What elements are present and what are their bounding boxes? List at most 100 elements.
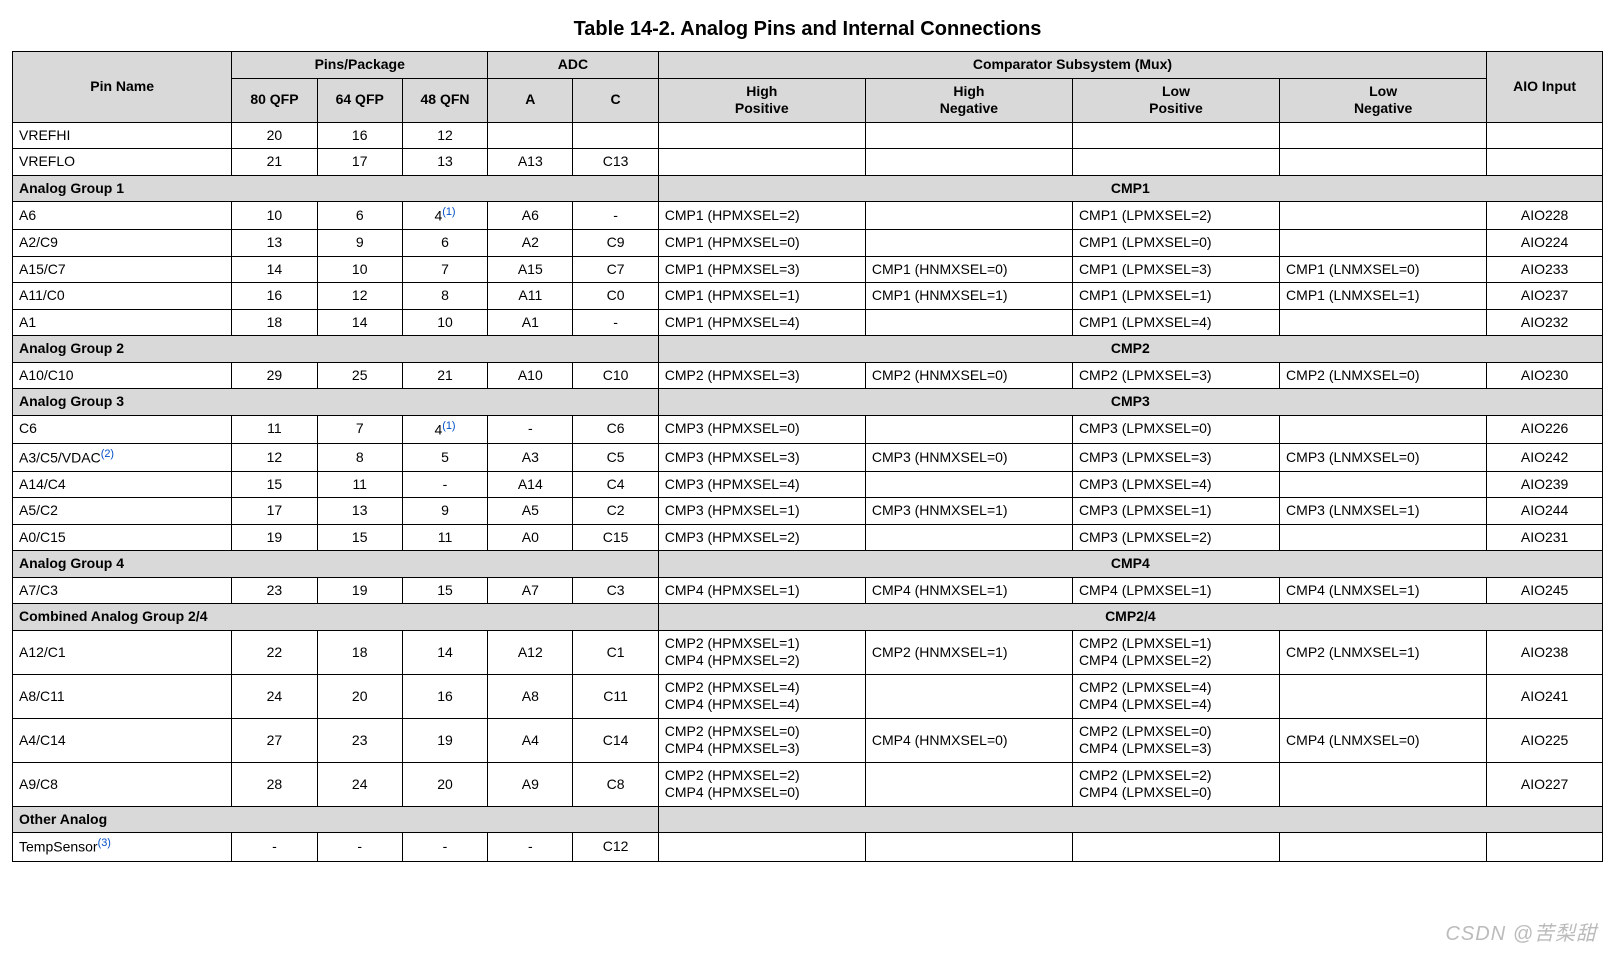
cell-48qfn: 4(1) — [402, 202, 487, 230]
cell-low-neg — [1280, 674, 1487, 718]
table-row: A11/C016128A11C0CMP1 (HPMXSEL=1)CMP1 (HN… — [13, 283, 1603, 310]
cell-80qfp: 16 — [232, 283, 317, 310]
cell-high-pos: CMP2 (HPMXSEL=4)CMP4 (HPMXSEL=4) — [658, 674, 865, 718]
cell-pin: A6 — [13, 202, 232, 230]
cell-48qfn: 5 — [402, 443, 487, 471]
cell-adc-a: A1 — [488, 309, 573, 336]
cell-high-pos: CMP3 (HPMXSEL=3) — [658, 443, 865, 471]
cell-64qfp: 18 — [317, 630, 402, 674]
th-aio: AIO Input — [1487, 52, 1603, 123]
cell-low-pos: CMP2 (LPMXSEL=4)CMP4 (LPMXSEL=4) — [1072, 674, 1279, 718]
cell-pin: A5/C2 — [13, 498, 232, 525]
cell-low-neg: CMP3 (LNMXSEL=1) — [1280, 498, 1487, 525]
table-row: Analog Group 1CMP1 — [13, 175, 1603, 202]
cell-64qfp: 7 — [317, 415, 402, 443]
table-row: A5/C217139A5C2CMP3 (HPMXSEL=1)CMP3 (HNMX… — [13, 498, 1603, 525]
cell-64qfp: 15 — [317, 524, 402, 551]
cell-low-neg: CMP2 (LNMXSEL=0) — [1280, 362, 1487, 389]
cell-80qfp: 12 — [232, 443, 317, 471]
cell-adc-c: C5 — [573, 443, 658, 471]
cell-80qfp: - — [232, 833, 317, 861]
cell-pin: A10/C10 — [13, 362, 232, 389]
cell-adc-a: A6 — [488, 202, 573, 230]
table-row: A9/C8282420A9C8CMP2 (HPMXSEL=2)CMP4 (HPM… — [13, 762, 1603, 806]
cell-low-neg: CMP4 (LNMXSEL=1) — [1280, 577, 1487, 604]
analog-pins-table: Pin Name Pins/Package ADC Comparator Sub… — [12, 51, 1603, 862]
th-adc-a: A — [488, 78, 573, 122]
cell-pin: A1 — [13, 309, 232, 336]
cell-adc-a: A11 — [488, 283, 573, 310]
cell-80qfp: 24 — [232, 674, 317, 718]
cell-adc-c: C2 — [573, 498, 658, 525]
table-row: Analog Group 4CMP4 — [13, 551, 1603, 578]
th-pins-package: Pins/Package — [232, 52, 488, 79]
cell-adc-c: C9 — [573, 230, 658, 257]
cell-adc-a: - — [488, 415, 573, 443]
cell-adc-c: C6 — [573, 415, 658, 443]
cell-adc-a: - — [488, 833, 573, 861]
cell-80qfp: 14 — [232, 256, 317, 283]
cell-high-pos: CMP1 (HPMXSEL=2) — [658, 202, 865, 230]
cell-48qfn: 12 — [402, 122, 487, 149]
cell-aio: AIO239 — [1487, 471, 1603, 498]
cell-80qfp: 13 — [232, 230, 317, 257]
cell-high-neg — [865, 674, 1072, 718]
cell-low-neg: CMP1 (LNMXSEL=1) — [1280, 283, 1487, 310]
group-label: Other Analog — [13, 806, 659, 833]
cell-aio: AIO224 — [1487, 230, 1603, 257]
cell-80qfp: 17 — [232, 498, 317, 525]
cell-high-pos: CMP1 (HPMXSEL=3) — [658, 256, 865, 283]
table-row: A0/C15191511A0C15CMP3 (HPMXSEL=2)CMP3 (L… — [13, 524, 1603, 551]
table-row: A7/C3231915A7C3CMP4 (HPMXSEL=1)CMP4 (HNM… — [13, 577, 1603, 604]
cell-high-neg — [865, 415, 1072, 443]
cell-low-pos: CMP3 (LPMXSEL=3) — [1072, 443, 1279, 471]
cell-low-neg — [1280, 122, 1487, 149]
th-64qfp: 64 QFP — [317, 78, 402, 122]
cell-64qfp: 20 — [317, 674, 402, 718]
table-title: Table 14-2. Analog Pins and Internal Con… — [12, 18, 1603, 41]
cell-high-neg: CMP3 (HNMXSEL=1) — [865, 498, 1072, 525]
th-high-neg: HighNegative — [865, 78, 1072, 122]
cell-48qfn: 6 — [402, 230, 487, 257]
cell-48qfn: 4(1) — [402, 415, 487, 443]
cell-adc-a: A3 — [488, 443, 573, 471]
cell-80qfp: 28 — [232, 762, 317, 806]
group-cmp: CMP3 — [658, 389, 1602, 416]
cell-high-pos: CMP2 (HPMXSEL=0)CMP4 (HPMXSEL=3) — [658, 718, 865, 762]
cell-aio: AIO226 — [1487, 415, 1603, 443]
cell-adc-c: C8 — [573, 762, 658, 806]
group-cmp: CMP2 — [658, 336, 1602, 363]
cell-high-pos: CMP1 (HPMXSEL=0) — [658, 230, 865, 257]
cell-adc-c: C4 — [573, 471, 658, 498]
cell-pin: A15/C7 — [13, 256, 232, 283]
cell-adc-c: - — [573, 202, 658, 230]
cell-high-neg — [865, 230, 1072, 257]
cell-adc-c — [573, 122, 658, 149]
cell-high-neg: CMP4 (HNMXSEL=1) — [865, 577, 1072, 604]
cell-64qfp: 23 — [317, 718, 402, 762]
group-label: Analog Group 3 — [13, 389, 659, 416]
cell-low-neg — [1280, 149, 1487, 176]
cell-adc-a: A2 — [488, 230, 573, 257]
th-adc: ADC — [488, 52, 659, 79]
cell-48qfn: 20 — [402, 762, 487, 806]
cell-pin: A14/C4 — [13, 471, 232, 498]
cell-80qfp: 29 — [232, 362, 317, 389]
cell-high-neg — [865, 524, 1072, 551]
cell-low-neg — [1280, 471, 1487, 498]
cell-48qfn: - — [402, 471, 487, 498]
cell-adc-a — [488, 122, 573, 149]
cell-adc-a: A13 — [488, 149, 573, 176]
cell-high-pos: CMP3 (HPMXSEL=4) — [658, 471, 865, 498]
th-low-neg: LowNegative — [1280, 78, 1487, 122]
group-label: Analog Group 4 — [13, 551, 659, 578]
cell-high-neg: CMP1 (HNMXSEL=1) — [865, 283, 1072, 310]
cell-pin: VREFLO — [13, 149, 232, 176]
cell-high-neg — [865, 202, 1072, 230]
cell-adc-c: C11 — [573, 674, 658, 718]
cell-high-pos: CMP2 (HPMXSEL=2)CMP4 (HPMXSEL=0) — [658, 762, 865, 806]
cell-low-pos: CMP1 (LPMXSEL=4) — [1072, 309, 1279, 336]
cell-64qfp: 6 — [317, 202, 402, 230]
cell-high-neg — [865, 833, 1072, 861]
cell-high-neg: CMP2 (HNMXSEL=1) — [865, 630, 1072, 674]
